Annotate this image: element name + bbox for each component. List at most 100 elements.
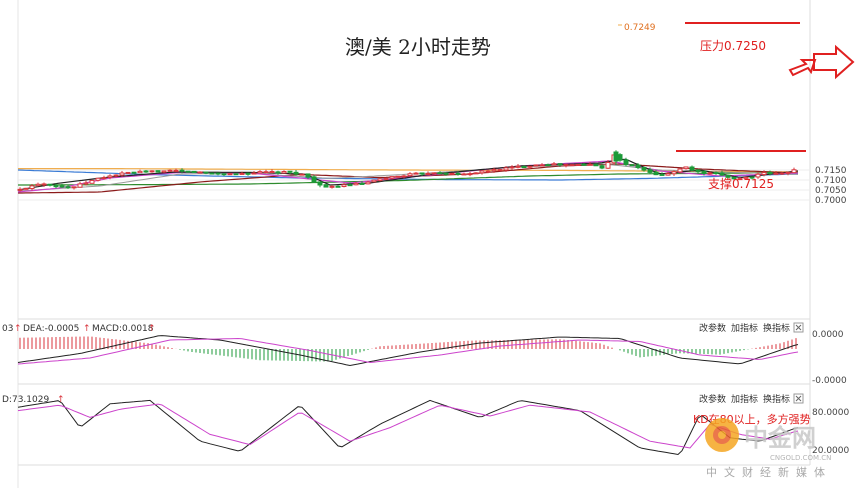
candle-body [143,170,149,173]
peak-label: 0.7249 [624,23,656,33]
candle-body [593,163,599,167]
candle-body [653,171,659,176]
candle-body [761,172,767,176]
candle-body [437,172,443,175]
kd-k-line [17,399,799,456]
candle-body [221,173,227,176]
macd-add-indicator-button[interactable]: 加指标 [731,322,758,334]
candle-body [275,171,281,174]
macd-switch-indicator-button[interactable]: 换指标 [763,322,790,334]
candle-body [521,166,527,169]
candle-body [89,179,95,184]
macd-header: 03 ↑ DEA:-0.0005 ↑ MACD:0.0018 ↑ [2,324,156,334]
candle-body [227,173,233,176]
candle-body [179,169,185,172]
candle-body [53,185,59,188]
candle-body [461,173,467,176]
candle-body [575,163,581,166]
candle-body [365,181,371,185]
candle-body [557,163,563,166]
candle-body [47,183,53,186]
moving-average-lines [17,158,799,194]
close-icon [795,395,802,402]
candle-body [719,172,725,176]
macd-histogram [19,336,797,362]
candle-body [605,161,611,169]
macd-dea-value: DEA:-0.0005 [23,324,79,334]
panel-frames [17,0,811,488]
candle-body [377,178,383,182]
candle-body [401,175,407,178]
ma-darkred-line [18,163,799,194]
candle-body [563,164,569,167]
macd-edit-params-button[interactable]: 改参数 [699,322,726,334]
candle-body [173,169,179,172]
candle-body [455,172,461,175]
candle-body [185,170,191,173]
candle-body [95,177,101,181]
candle-body [395,175,401,178]
kd-close-button[interactable] [793,393,804,404]
candle-body [587,163,593,166]
candle-body [137,170,143,174]
candle-body [59,185,65,188]
peak-marker: 0.7249 [618,23,656,33]
chart-title: 澳/美 2小时走势 [345,35,491,59]
candle-body [551,163,557,166]
candle-body [545,164,551,167]
candle-body [257,171,263,174]
candle-body [413,172,419,175]
kd-switch-indicator-button[interactable]: 换指标 [763,393,790,405]
candle-body [443,172,449,175]
kd-add-indicator-button[interactable]: 加指标 [731,393,758,405]
resistance-label: 压力0.7250 [700,39,766,53]
candle-body [677,168,683,173]
candle-body [629,164,635,167]
candle-body [233,173,239,176]
candle-body [131,171,137,174]
kd-edit-params-button[interactable]: 改参数 [699,393,726,405]
candle-body [419,172,425,175]
candle-body [71,186,77,189]
watermark-brand: 中金网 [744,424,816,452]
candle-body [671,171,677,175]
candle-body [287,170,293,173]
candle-body [347,184,353,187]
macd-tick-label: -0.0000 [812,376,847,386]
candlesticks [17,150,797,192]
candle-body [125,171,131,174]
price-tick-label: 0.7050 [815,186,847,196]
candle-body [35,183,41,187]
kd-tick-label: 80.0000 [812,408,849,418]
price-tick-label: 0.7150 [815,166,847,176]
price-tick-label: 0.7100 [815,176,847,186]
candle-body [701,170,707,174]
candle-body [203,171,209,174]
candle-body [305,173,311,178]
watermark-domain: CNGOLD.COM.CN [770,454,831,462]
macd-value: MACD:0.0018 [92,324,154,334]
candle-body [263,171,269,174]
candle-body [323,184,329,188]
arrow-icons [788,44,855,80]
watermark-tagline: 中文财经新媒体 [706,465,832,479]
candle-body [635,164,641,168]
candle-body [431,172,437,175]
kd-header: D:73.1029 ↑ [2,395,65,405]
candle-body [449,172,455,175]
candle-body [731,176,737,180]
up-arrow-icon: ↑ [83,324,91,334]
macd-close-button[interactable] [793,322,804,333]
up-arrow-icon: ↑ [14,324,22,334]
candle-body [683,166,689,170]
arrow-right-icon [813,44,855,80]
candle-body [311,176,317,183]
candle-body [167,169,173,172]
candle-body [641,166,647,171]
candle-body [767,171,773,175]
candle-body [239,172,245,175]
candle-body [65,186,71,189]
close-icon [795,324,802,331]
